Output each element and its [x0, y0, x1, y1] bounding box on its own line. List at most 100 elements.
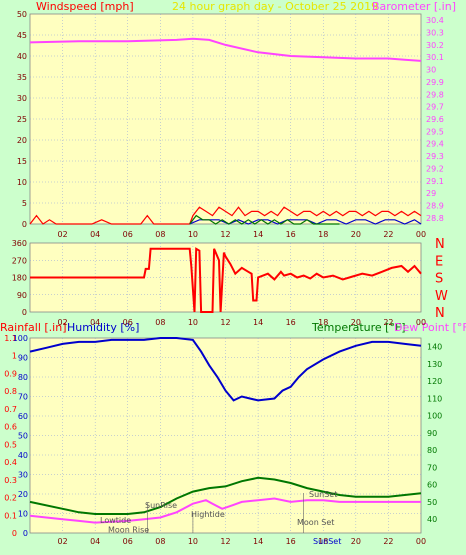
baro-tick-label: 29.2: [426, 164, 444, 173]
x-tick-label: 02: [57, 230, 67, 239]
series-line-magenta: [29, 37, 422, 62]
baro-tick-label: 30: [426, 66, 436, 75]
x-tick-label: 04: [90, 537, 100, 546]
humidity-tick-label: 100: [13, 334, 28, 343]
y-tick-label: 0.2: [4, 494, 17, 503]
compass-label: E: [435, 254, 443, 269]
baro-tick-label: 29.9: [426, 78, 444, 87]
x-tick-label: 22: [383, 230, 393, 239]
baro-tick-label: 29.4: [426, 140, 444, 149]
x-tick-label: 14: [253, 537, 263, 546]
y-tick-label: 0.4: [4, 458, 17, 467]
y-tick-label: 35: [17, 73, 27, 82]
x-tick-label: 06: [123, 318, 133, 327]
baro-tick-label: 29: [426, 189, 436, 198]
baro-tick-label: 29.5: [426, 127, 444, 136]
y-tick-label: 360: [12, 239, 27, 248]
wind-axis-title: Windspeed [mph]: [36, 0, 134, 13]
humidity-tick-label: 0: [23, 529, 28, 538]
x-tick-label: 18: [318, 318, 328, 327]
y-tick-label: 0.7: [4, 405, 17, 414]
baro-tick-label: 30.2: [426, 41, 444, 50]
x-tick-label: 02: [57, 318, 67, 327]
y-tick-label: 25: [17, 115, 27, 124]
x-tick-label: 10: [188, 230, 198, 239]
temperature-tick-label: 40: [427, 515, 437, 524]
barometer-axis-title: Barometer [.in]: [372, 0, 456, 13]
temperature-tick-label: 70: [427, 463, 437, 472]
humidity-tick-label: 40: [18, 451, 28, 460]
humidity-tick-label: 30: [18, 471, 28, 480]
baro-tick-label: 29.3: [426, 152, 444, 161]
chart-panels: 0510152025303540455028.828.92929.129.229…: [4, 10, 448, 546]
series-line-green: [189, 214, 340, 225]
moonset-label: Moon Set: [297, 518, 334, 527]
y-tick-label: 0.3: [4, 476, 17, 485]
baro-tick-label: 30.4: [426, 16, 444, 25]
y-tick-label: 0.5: [4, 440, 17, 449]
baro-tick-label: 29.7: [426, 103, 444, 112]
y-tick-label: 0: [22, 308, 27, 317]
moonrise-label: Moon Rise: [108, 526, 149, 535]
x-tick-label: 20: [351, 318, 361, 327]
x-tick-label: 08: [155, 537, 165, 546]
x-tick-label: 02: [57, 537, 67, 546]
baro-tick-label: 30.3: [426, 29, 444, 38]
y-tick-label: 180: [12, 274, 27, 283]
x-tick-label: 12: [220, 537, 230, 546]
y-tick-label: 5: [22, 199, 27, 208]
hightide-label: Hightide: [191, 510, 225, 519]
temperature-tick-label: 100: [427, 412, 442, 421]
y-tick-label: 1: [12, 352, 17, 361]
baro-tick-label: 29.6: [426, 115, 444, 124]
rainfall-axis-title: Rainfall [.in]: [0, 321, 67, 334]
x-tick-label: 20: [351, 537, 361, 546]
x-tick-label: 06: [123, 230, 133, 239]
temperature-tick-label: 110: [427, 394, 442, 403]
compass-label: W: [435, 289, 448, 304]
compass-label: S: [435, 272, 443, 287]
baro-tick-label: 28.8: [426, 214, 444, 223]
temperature-tick-label: 90: [427, 429, 437, 438]
x-tick-label: 00: [416, 230, 426, 239]
x-tick-label: 16: [286, 318, 296, 327]
y-tick-label: 10: [17, 178, 27, 187]
y-tick-label: 15: [17, 157, 27, 166]
temperature-tick-label: 60: [427, 481, 437, 490]
baro-tick-label: 30.1: [426, 53, 444, 62]
x-tick-label: 16: [286, 230, 296, 239]
sunrise-label: SunRise: [145, 501, 177, 510]
x-tick-label: 12: [220, 230, 230, 239]
x-tick-label: 00: [416, 537, 426, 546]
y-tick-label: 50: [17, 10, 27, 19]
series-line-green: [29, 476, 422, 515]
humidity-axis-title: Humidity [%]: [67, 321, 139, 334]
baro-tick-label: 28.9: [426, 201, 444, 210]
y-tick-label: 0: [22, 220, 27, 229]
y-tick-label: 0: [12, 529, 17, 538]
y-tick-label: 1.1: [4, 334, 17, 343]
panel-humidity-temperature: 0 0.1 0.2 0.3 0.4 0.5 0.6 0.7 0.8 0.9 1 1.1 0 10 20 30 4…: [4, 334, 442, 546]
humidity-tick-label: 70: [18, 393, 28, 402]
baro-tick-label: 29.1: [426, 177, 444, 186]
x-tick-label: 10: [188, 537, 198, 546]
x-tick-label: 12: [220, 318, 230, 327]
y-tick-label: 30: [17, 94, 27, 103]
y-tick-label: 90: [17, 291, 27, 300]
x-tick-label: 22: [383, 318, 393, 327]
x-tick-label: 04: [90, 230, 100, 239]
baro-tick-label: 29.8: [426, 90, 444, 99]
series-line-blue: [29, 337, 422, 402]
y-tick-label: 0.1: [4, 511, 17, 520]
x-tick-label: 06: [123, 537, 133, 546]
temperature-tick-label: 50: [427, 498, 437, 507]
x-tick-label: 16: [286, 537, 296, 546]
sunset-x-label: SunSet: [313, 537, 341, 546]
lowtide-label: Lowtide: [100, 516, 131, 525]
panel-wind-barometer: 0 5 10 15 20 25 30 35 40 45 50 28.8 28.9 29 29.1 29.2 29…: [17, 10, 444, 239]
y-tick-label: 20: [17, 136, 27, 145]
humidity-tick-label: 20: [18, 490, 28, 499]
temperature-tick-label: 120: [427, 377, 442, 386]
